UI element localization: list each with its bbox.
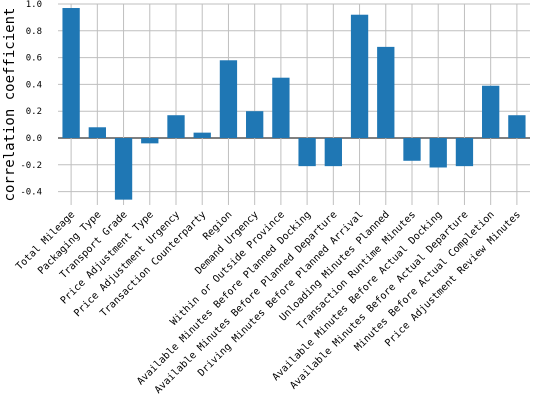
y-tick-label: 0.8 [26,27,42,37]
bar-14 [429,138,447,168]
bar-9 [298,138,316,167]
y-tick-label: 0.6 [26,54,42,64]
bar-17 [508,115,526,138]
bar-10 [324,138,342,167]
y-tick-labels: 1.0 0.8 0.6 0.4 0.2 0.0 -0.2 -0.4 [20,0,42,198]
bar-13 [403,138,421,161]
bar-8 [272,77,290,138]
bar-11 [350,14,369,138]
y-tick-label: 0.2 [26,107,42,117]
bar-15 [455,138,474,167]
bar-4 [167,115,185,138]
y-tick-label: -0.4 [20,188,42,198]
bar-1 [88,127,106,138]
y-tick-label: -0.2 [20,161,42,171]
bar-0 [62,8,80,138]
bar-2 [114,138,133,200]
bars [62,8,526,200]
bar-6 [219,60,238,138]
bar-12 [377,46,395,138]
bar-16 [482,85,500,138]
bar-5 [193,132,211,138]
y-tick-label: 1.0 [26,0,42,10]
y-tick-label: 0.4 [26,80,42,90]
y-axis-title: correlation coefficient [2,8,18,202]
bar-7 [246,111,264,138]
bar-3 [141,138,159,144]
y-tick-label: 0.0 [26,134,42,144]
